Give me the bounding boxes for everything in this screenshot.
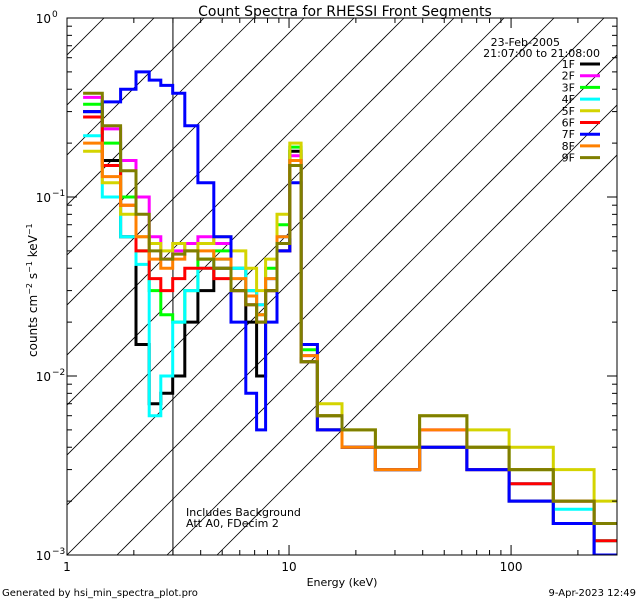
y-tick-label-exponent: 0 — [52, 10, 58, 20]
hatch-line — [166, 104, 617, 555]
legend-label-3F: 3F — [562, 81, 575, 94]
hatch-line — [67, 18, 605, 555]
chart-title: Count Spectra for RHESSI Front Segments — [198, 4, 492, 20]
date-label: 23-Feb-2005 — [491, 36, 560, 49]
series-line-2F — [83, 95, 617, 525]
x-tick-label: 1 — [63, 560, 71, 574]
legend-label-9F: 9F — [562, 152, 575, 165]
annotation-background: Includes Background — [186, 506, 301, 519]
legend-label-4F: 4F — [562, 93, 575, 106]
annotation-attenuator: Att A0, FDecim 2 — [186, 517, 279, 530]
y-tick-label-exponent: −1 — [52, 189, 65, 199]
x-tick-label: 10 — [281, 560, 296, 574]
legend-label-5F: 5F — [562, 105, 575, 118]
series-line-8F — [83, 141, 617, 525]
hatched-region — [0, 0, 617, 555]
y-label-exponent: −1 — [25, 223, 34, 235]
y-axis-label-text: counts cm−2 s−1 keV−1 — [25, 223, 40, 357]
hatch-line — [67, 18, 355, 306]
hatch-line — [67, 18, 505, 456]
hatch-line — [67, 18, 155, 106]
hatch-line — [0, 0, 117, 555]
y-label-exponent: −1 — [25, 261, 34, 273]
x-axis-label: Energy (keV) — [307, 576, 378, 589]
legend-label-7F: 7F — [562, 128, 575, 141]
y-label-part: keV — [26, 234, 40, 261]
series-line-9F — [83, 91, 617, 525]
series-group — [83, 70, 617, 555]
generated-by-footer: Generated by hsi_min_spectra_plot.pro — [2, 588, 198, 599]
series-line-7F — [83, 70, 617, 555]
legend-label-6F: 6F — [562, 117, 575, 130]
y-tick-label: 10 — [36, 549, 51, 563]
legend-label-1F: 1F — [562, 58, 575, 71]
y-tick-label: 10 — [36, 370, 51, 384]
y-tick-label-exponent: −3 — [52, 547, 65, 557]
series-line-4F — [83, 134, 617, 543]
hatch-line — [116, 54, 617, 555]
y-axis-label: counts cm−2 s−1 keV−1 — [25, 223, 40, 357]
y-label-part: counts cm — [26, 295, 40, 357]
y-tick-label-exponent: −2 — [52, 368, 65, 378]
y-label-part: s — [26, 273, 40, 283]
series-line-1F — [83, 110, 617, 555]
x-tick-label: 100 — [500, 560, 523, 574]
hatch-line — [216, 154, 617, 555]
hatch-line — [67, 18, 455, 406]
hatch-line — [67, 18, 205, 156]
hatch-line — [67, 18, 405, 356]
series-line-3F — [83, 102, 617, 543]
hatch-line — [67, 18, 305, 256]
y-tick-label: 10 — [36, 191, 51, 205]
plot-frame — [66, 17, 618, 556]
timestamp-footer: 9-Apr-2023 12:49 — [549, 588, 636, 599]
hatch-line — [67, 18, 555, 506]
series-line-6F — [83, 115, 617, 543]
hatch-line — [67, 18, 255, 206]
time-range-label: 21:07:00 to 21:08:00 — [483, 47, 600, 60]
y-label-exponent: −2 — [25, 283, 34, 295]
y-tick-label: 10 — [36, 12, 51, 26]
legend-label-2F: 2F — [562, 70, 575, 83]
legend-label-8F: 8F — [562, 140, 575, 153]
